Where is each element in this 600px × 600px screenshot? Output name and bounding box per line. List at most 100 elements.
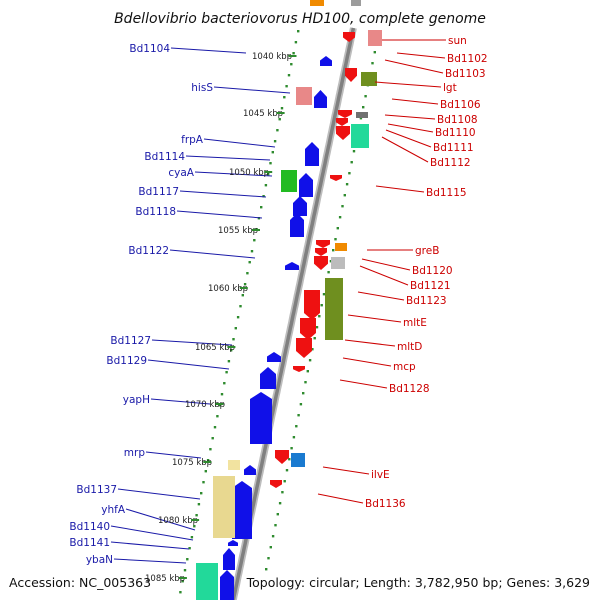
track-dot bbox=[290, 447, 293, 450]
gene-label-left[interactable]: cyaA bbox=[168, 167, 194, 179]
track-dot bbox=[246, 272, 249, 275]
gene-label-right[interactable]: lgt bbox=[443, 82, 457, 94]
gene-label-left[interactable]: Bd1140 bbox=[69, 521, 110, 533]
gene-label-right[interactable]: Bd1123 bbox=[406, 295, 447, 307]
accession-text: Accession: NC_005363 bbox=[9, 575, 151, 590]
track-dot bbox=[271, 151, 274, 154]
gene-label-right[interactable]: Bd1108 bbox=[437, 114, 478, 126]
gene-label-left[interactable]: yhfA bbox=[101, 504, 126, 516]
gene-label-left[interactable]: Bd1117 bbox=[138, 186, 179, 198]
gene-feature bbox=[296, 338, 312, 358]
gene-label-right[interactable]: Bd1102 bbox=[447, 53, 488, 65]
gene-label-left[interactable]: mrp bbox=[124, 447, 146, 459]
track-dot bbox=[195, 514, 198, 517]
gene-label-right[interactable]: Bd1136 bbox=[365, 498, 406, 510]
gene-label-left[interactable]: frpA bbox=[181, 134, 204, 146]
gene-feature bbox=[270, 480, 282, 488]
track-dot bbox=[186, 558, 189, 561]
gene-label-left[interactable]: Bd1129 bbox=[106, 355, 147, 367]
gene-label-left[interactable]: Bd1137 bbox=[76, 484, 117, 496]
track-dot bbox=[283, 96, 286, 99]
track-dot bbox=[364, 95, 367, 98]
leader-line bbox=[213, 86, 291, 94]
backbone-line bbox=[231, 27, 356, 600]
gene-label-left[interactable]: Bd1118 bbox=[135, 206, 176, 218]
track-dot bbox=[204, 470, 207, 473]
gene-label-right[interactable]: greB bbox=[415, 245, 439, 257]
kbp-label: 1070 kbp bbox=[185, 400, 225, 410]
gene-label-right[interactable]: Bd1128 bbox=[389, 383, 430, 395]
gene-feature bbox=[361, 72, 377, 86]
leader-line bbox=[145, 451, 202, 459]
leader-line bbox=[203, 138, 276, 148]
gene-label-left[interactable]: Bd1127 bbox=[110, 335, 151, 347]
gene-feature bbox=[304, 290, 320, 320]
track-dot bbox=[288, 458, 291, 461]
leader-line bbox=[375, 185, 425, 193]
leader-line bbox=[385, 129, 432, 148]
gene-label-right[interactable]: sun bbox=[448, 35, 467, 47]
track-dot bbox=[265, 568, 268, 571]
gene-label-right[interactable]: ilvE bbox=[371, 469, 390, 481]
gene-feature bbox=[351, 124, 369, 148]
track-dot bbox=[216, 415, 219, 418]
gene-label-left[interactable]: Bd1114 bbox=[144, 151, 185, 163]
leader-line bbox=[150, 398, 211, 405]
track-dot bbox=[345, 183, 349, 186]
gene-label-left[interactable]: hisS bbox=[191, 82, 213, 94]
gene-label-left[interactable]: ybaN bbox=[86, 554, 113, 566]
kbp-label: 1055 kbp bbox=[218, 226, 258, 236]
gene-label-right[interactable]: Bd1115 bbox=[426, 187, 467, 199]
gene-feature bbox=[315, 248, 327, 256]
gene-label-right[interactable]: Bd1103 bbox=[445, 68, 486, 80]
track-dot bbox=[190, 536, 194, 539]
gene-feature bbox=[213, 476, 235, 538]
track-dot bbox=[285, 85, 288, 88]
leader-line bbox=[110, 525, 194, 541]
gene-feature bbox=[300, 318, 316, 340]
track-dot bbox=[338, 216, 342, 219]
track-dot bbox=[352, 150, 356, 153]
gene-feature bbox=[275, 450, 289, 464]
gene-label-right[interactable]: mltD bbox=[397, 341, 422, 353]
leader-line bbox=[194, 171, 273, 177]
gene-label-right[interactable]: mltE bbox=[403, 317, 427, 329]
track-dot bbox=[262, 195, 265, 198]
gene-label-right[interactable]: mcp bbox=[393, 361, 416, 373]
gene-label-left[interactable]: Bd1141 bbox=[69, 537, 110, 549]
gene-label-right[interactable]: Bd1110 bbox=[435, 127, 476, 139]
track-dot bbox=[260, 206, 263, 209]
leader-line bbox=[170, 47, 247, 54]
track-dot bbox=[267, 557, 270, 560]
gene-feature bbox=[320, 56, 332, 66]
kbp-label: 1075 kbp bbox=[172, 458, 212, 468]
gene-label-left[interactable]: Bd1104 bbox=[129, 43, 170, 55]
gene-feature-layer bbox=[196, 0, 382, 600]
gene-label-left[interactable]: yapH bbox=[123, 394, 150, 406]
gene-label-right[interactable]: Bd1120 bbox=[412, 265, 453, 277]
track-dot bbox=[206, 459, 210, 462]
track-dot bbox=[336, 227, 339, 230]
backbone-layer bbox=[229, 27, 357, 600]
leader-line bbox=[387, 123, 434, 133]
track-dot bbox=[315, 326, 319, 329]
gene-feature bbox=[299, 173, 313, 197]
track-dot bbox=[285, 469, 289, 472]
gene-feature bbox=[296, 87, 312, 105]
track-dot bbox=[241, 294, 244, 297]
track-dot bbox=[297, 30, 300, 33]
gene-label-right[interactable]: Bd1121 bbox=[410, 280, 451, 292]
kbp-label: 1040 kbp bbox=[252, 52, 292, 62]
leader-line bbox=[384, 114, 436, 120]
gene-label-right[interactable]: Bd1112 bbox=[430, 157, 471, 169]
gene-feature bbox=[336, 118, 348, 126]
track-dot bbox=[197, 503, 201, 506]
gene-label-left[interactable]: Bd1122 bbox=[128, 245, 169, 257]
gene-feature bbox=[293, 196, 307, 216]
gene-label-right[interactable]: Bd1106 bbox=[440, 99, 481, 111]
leader-line bbox=[391, 98, 439, 105]
track-dot bbox=[269, 162, 272, 165]
gene-label-right[interactable]: Bd1111 bbox=[433, 142, 474, 154]
track-dot bbox=[373, 51, 376, 54]
track-dot bbox=[313, 337, 316, 340]
